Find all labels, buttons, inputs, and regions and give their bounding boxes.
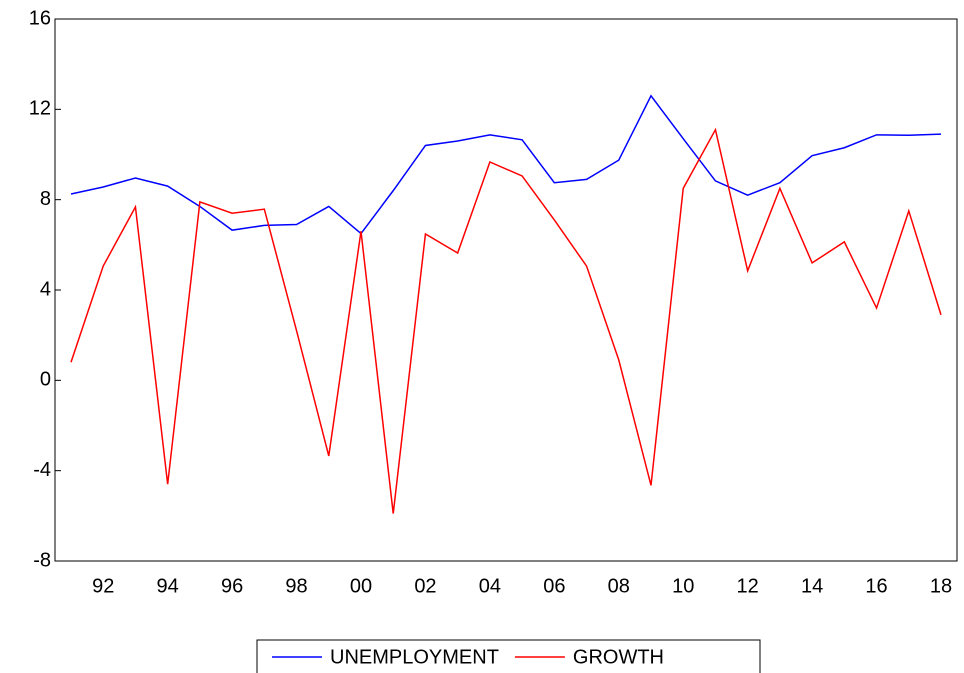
series-line bbox=[70, 94, 942, 235]
x-tick-label: 94 bbox=[157, 575, 179, 597]
x-tick-label: 96 bbox=[221, 575, 243, 597]
x-tick-label: 06 bbox=[543, 575, 565, 597]
y-tick-label: 16 bbox=[29, 7, 51, 29]
x-tick-label: 14 bbox=[801, 575, 823, 597]
legend-label: UNEMPLOYMENT bbox=[330, 646, 499, 668]
x-tick-label: 00 bbox=[350, 575, 372, 597]
x-tick-label: 08 bbox=[608, 575, 630, 597]
x-tick-label: 12 bbox=[737, 575, 759, 597]
x-tick-label: 04 bbox=[479, 575, 501, 597]
x-tick-label: 98 bbox=[285, 575, 307, 597]
x-tick-label: 10 bbox=[672, 575, 694, 597]
y-tick-label: -4 bbox=[33, 459, 51, 481]
y-tick-label: 4 bbox=[40, 278, 51, 300]
x-tick-label: 16 bbox=[865, 575, 887, 597]
x-tick-label: 18 bbox=[930, 575, 952, 597]
legend-box bbox=[256, 639, 761, 673]
y-tick-label: -8 bbox=[33, 549, 51, 571]
y-tick-label: 12 bbox=[29, 98, 51, 120]
y-tick-label: 8 bbox=[40, 188, 51, 210]
legend-label: GROWTH bbox=[573, 646, 664, 668]
x-tick-label: 92 bbox=[92, 575, 114, 597]
x-tick-label: 02 bbox=[414, 575, 436, 597]
series-line bbox=[70, 127, 942, 514]
y-tick-label: 0 bbox=[40, 369, 51, 391]
